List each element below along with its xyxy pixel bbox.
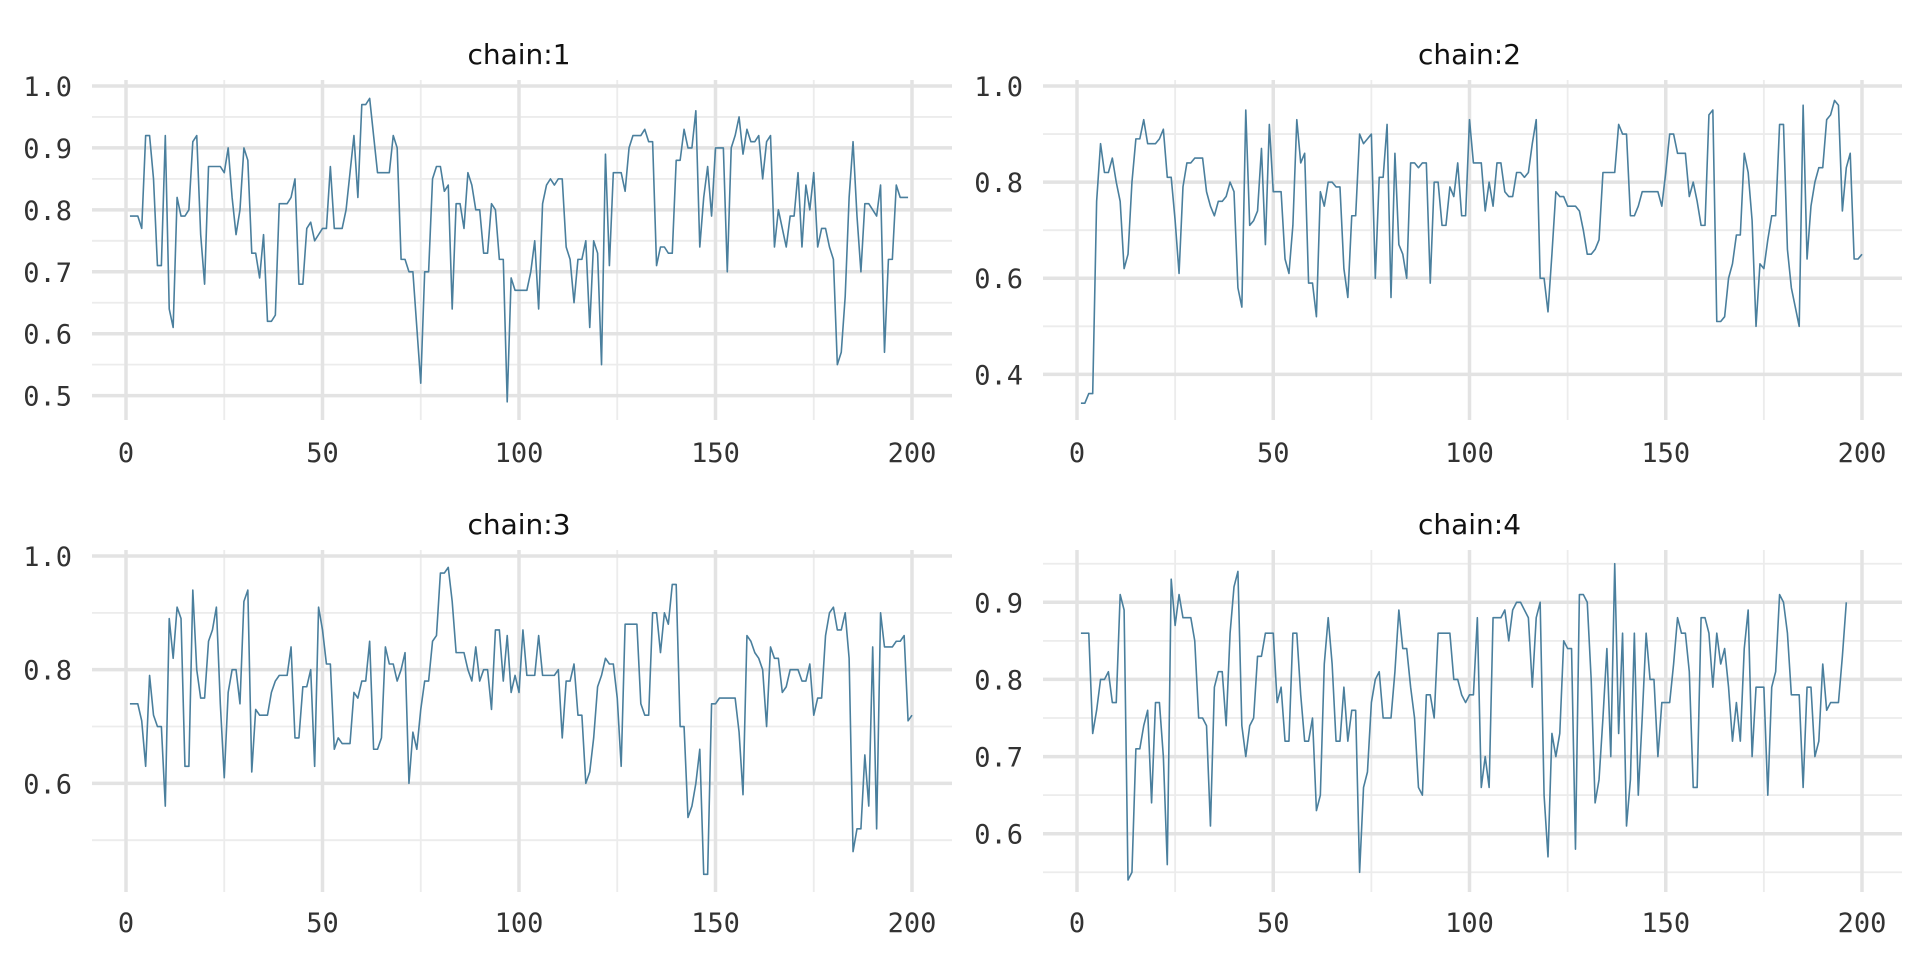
y-tick-label: 1.0: [23, 72, 72, 103]
y-tick-label: 0.8: [23, 196, 72, 227]
x-tick-label: 150: [1641, 908, 1690, 939]
y-tick-label: 0.6: [974, 820, 1023, 851]
x-tick-label: 100: [495, 438, 544, 469]
x-tick-label: 100: [1445, 438, 1494, 469]
chart-panel-1: 0.5 0.6 0.7 0.8 0.9 1.0 0 50 100 150 200 chain:1: [23, 38, 952, 469]
x-tick-label: 150: [1641, 438, 1690, 469]
y-tick-label: 0.6: [23, 320, 72, 351]
x-tick-label: 50: [1257, 438, 1290, 469]
y-tick-label: 0.9: [974, 588, 1023, 619]
y-tick-label: 0.9: [23, 134, 72, 165]
chart-panel-2: 0.4 0.6 0.8 1.0 0 50 100 150 200 chain:2: [974, 38, 1902, 469]
series-line: [129, 566, 913, 876]
y-tick-label: 0.8: [974, 665, 1023, 696]
panel-title: chain:1: [467, 38, 570, 71]
x-tick-label: 0: [1069, 908, 1085, 939]
x-tick-label: 50: [1257, 908, 1290, 939]
y-tick-label: 0.8: [23, 656, 72, 687]
x-tick-label: 200: [888, 908, 937, 939]
x-tick-label: 0: [118, 908, 134, 939]
x-tick-label: 150: [691, 438, 740, 469]
x-tick-label: 100: [1445, 908, 1494, 939]
x-tick-label: 200: [888, 438, 937, 469]
x-tick-label: 200: [1838, 908, 1887, 939]
y-tick-label: 0.6: [23, 769, 72, 800]
chart-panel-3: 0.6 0.8 1.0 0 50 100 150 200 chain:3: [23, 508, 952, 939]
y-tick-label: 0.7: [974, 743, 1023, 774]
chart-panel-4: 0.6 0.7 0.8 0.9 0 50 100 150 200 chain:4: [974, 508, 1902, 939]
x-tick-label: 150: [691, 908, 740, 939]
series-line: [129, 97, 909, 403]
x-tick-label: 200: [1838, 438, 1887, 469]
x-tick-label: 0: [118, 438, 134, 469]
series-line: [1080, 562, 1848, 881]
x-tick-label: 100: [495, 908, 544, 939]
y-tick-label: 0.8: [974, 168, 1023, 199]
y-tick-label: 0.5: [23, 382, 72, 413]
panel-title: chain:3: [467, 508, 570, 541]
y-tick-label: 0.6: [974, 264, 1023, 295]
x-tick-label: 50: [306, 438, 339, 469]
y-tick-label: 0.4: [974, 360, 1023, 391]
y-tick-label: 1.0: [974, 72, 1023, 103]
series-line: [1080, 99, 1863, 404]
panel-title: chain:2: [1418, 38, 1521, 71]
y-tick-label: 1.0: [23, 542, 72, 573]
y-tick-label: 0.7: [23, 258, 72, 289]
x-tick-label: 0: [1069, 438, 1085, 469]
panel-title: chain:4: [1418, 508, 1521, 541]
x-tick-label: 50: [306, 908, 339, 939]
